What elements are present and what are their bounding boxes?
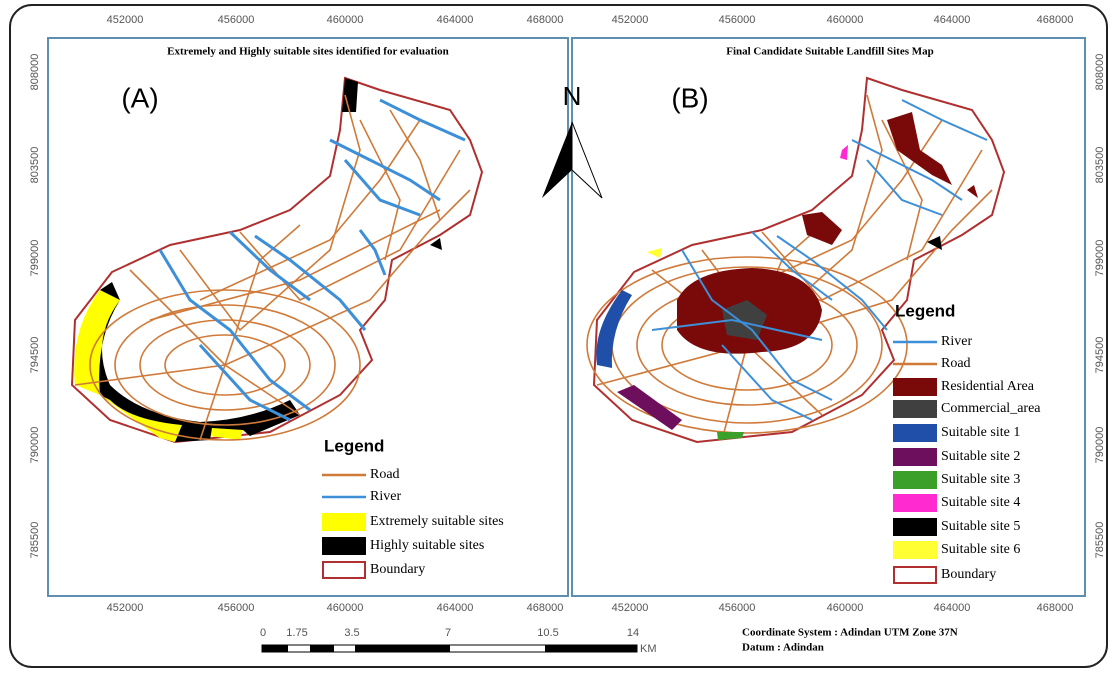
x-tick-label: 452000 bbox=[612, 602, 649, 614]
legend-label: Boundary bbox=[941, 567, 996, 582]
x-tick-label: 468000 bbox=[527, 14, 564, 26]
scale-label: 7 bbox=[445, 627, 451, 639]
panel-label: (A) bbox=[121, 82, 158, 113]
north-label: N bbox=[563, 81, 582, 111]
y-tick-label: 785500 bbox=[29, 522, 41, 559]
panel-title: Final Candidate Suitable Landfill Sites … bbox=[726, 46, 934, 58]
legend-swatch bbox=[893, 518, 937, 536]
x-tick-label: 460000 bbox=[327, 602, 364, 614]
panel-label: (B) bbox=[671, 82, 708, 113]
coordinate-system: Coordinate System : Adindan UTM Zone 37N bbox=[742, 627, 958, 639]
y-tick-label: 803500 bbox=[1094, 147, 1106, 184]
x-tick-label: 452000 bbox=[107, 14, 144, 26]
legend-label: Boundary bbox=[370, 562, 425, 577]
datum: Datum : Adindan bbox=[742, 642, 824, 654]
legend-label: River bbox=[941, 334, 972, 349]
legend-swatch bbox=[894, 567, 936, 583]
y-tick-label: 803500 bbox=[29, 147, 41, 184]
map-page: N Coordinate System : Adindan UTM Zone 3… bbox=[0, 0, 1117, 673]
y-tick-label: 799000 bbox=[29, 240, 41, 277]
legend-swatch bbox=[893, 448, 937, 466]
legend-label: River bbox=[370, 489, 401, 504]
x-tick-label: 464000 bbox=[934, 602, 971, 614]
scale-bar-segment bbox=[310, 645, 334, 652]
x-tick-label: 464000 bbox=[437, 602, 474, 614]
legend-label: Suitable site 3 bbox=[941, 472, 1020, 487]
legend-swatch bbox=[322, 537, 366, 555]
legend-swatch bbox=[893, 494, 937, 512]
x-tick-label: 468000 bbox=[1037, 602, 1074, 614]
x-tick-label: 452000 bbox=[612, 14, 649, 26]
scale-bar-segment bbox=[355, 645, 450, 652]
legend-label: Highly suitable sites bbox=[370, 538, 484, 553]
legend-label: Commercial_area bbox=[941, 401, 1041, 416]
legend-label: Suitable site 2 bbox=[941, 449, 1020, 464]
legend-label: Suitable site 6 bbox=[941, 542, 1020, 557]
legend-label: Residential Area bbox=[941, 379, 1035, 394]
x-tick-label: 460000 bbox=[327, 14, 364, 26]
panel-title: Extremely and Highly suitable sites iden… bbox=[167, 46, 449, 58]
x-tick-label: 460000 bbox=[827, 14, 864, 26]
legend-label: Road bbox=[941, 356, 971, 371]
legend-swatch bbox=[893, 400, 937, 418]
legend-swatch bbox=[893, 541, 937, 559]
legend-label: Suitable site 5 bbox=[941, 519, 1020, 534]
x-tick-label: 468000 bbox=[527, 602, 564, 614]
y-tick-label: 808000 bbox=[1094, 54, 1106, 91]
scale-label: 14 bbox=[627, 627, 639, 639]
y-tick-label: 794500 bbox=[29, 337, 41, 374]
scale-label: 1.75 bbox=[286, 627, 307, 639]
legend-label: Extremely suitable sites bbox=[370, 514, 504, 529]
scale-label: 3.5 bbox=[344, 627, 359, 639]
legend-label: Suitable site 1 bbox=[941, 425, 1020, 440]
x-tick-label: 456000 bbox=[218, 14, 255, 26]
scale-bar bbox=[262, 645, 637, 652]
y-tick-label: 785500 bbox=[1094, 522, 1106, 559]
x-tick-label: 468000 bbox=[1037, 14, 1074, 26]
scale-label: 10.5 bbox=[537, 627, 558, 639]
legend-title: Legend bbox=[895, 301, 955, 320]
x-tick-label: 456000 bbox=[719, 14, 756, 26]
x-tick-label: 464000 bbox=[934, 14, 971, 26]
legend-swatch bbox=[322, 513, 366, 531]
legend-label: Suitable site 4 bbox=[941, 495, 1020, 510]
x-tick-label: 452000 bbox=[107, 602, 144, 614]
legend-swatch bbox=[893, 424, 937, 442]
scale-bar-segment bbox=[262, 645, 288, 652]
y-tick-label: 790000 bbox=[1094, 427, 1106, 464]
y-tick-label: 808000 bbox=[29, 54, 41, 91]
scale-label: 0 bbox=[260, 627, 266, 639]
legend-swatch bbox=[893, 471, 937, 489]
y-tick-label: 790000 bbox=[29, 427, 41, 464]
legend-swatch bbox=[323, 562, 365, 578]
x-tick-label: 456000 bbox=[218, 602, 255, 614]
scale-bar-segment bbox=[545, 645, 637, 652]
x-tick-label: 456000 bbox=[719, 602, 756, 614]
y-tick-label: 794500 bbox=[1094, 337, 1106, 374]
x-tick-label: 460000 bbox=[827, 602, 864, 614]
x-tick-label: 464000 bbox=[437, 14, 474, 26]
y-tick-label: 799000 bbox=[1094, 240, 1106, 277]
legend-title: Legend bbox=[324, 436, 384, 455]
legend-label: Road bbox=[370, 467, 400, 482]
legend-swatch bbox=[893, 378, 937, 396]
scale-unit: KM bbox=[640, 643, 657, 655]
